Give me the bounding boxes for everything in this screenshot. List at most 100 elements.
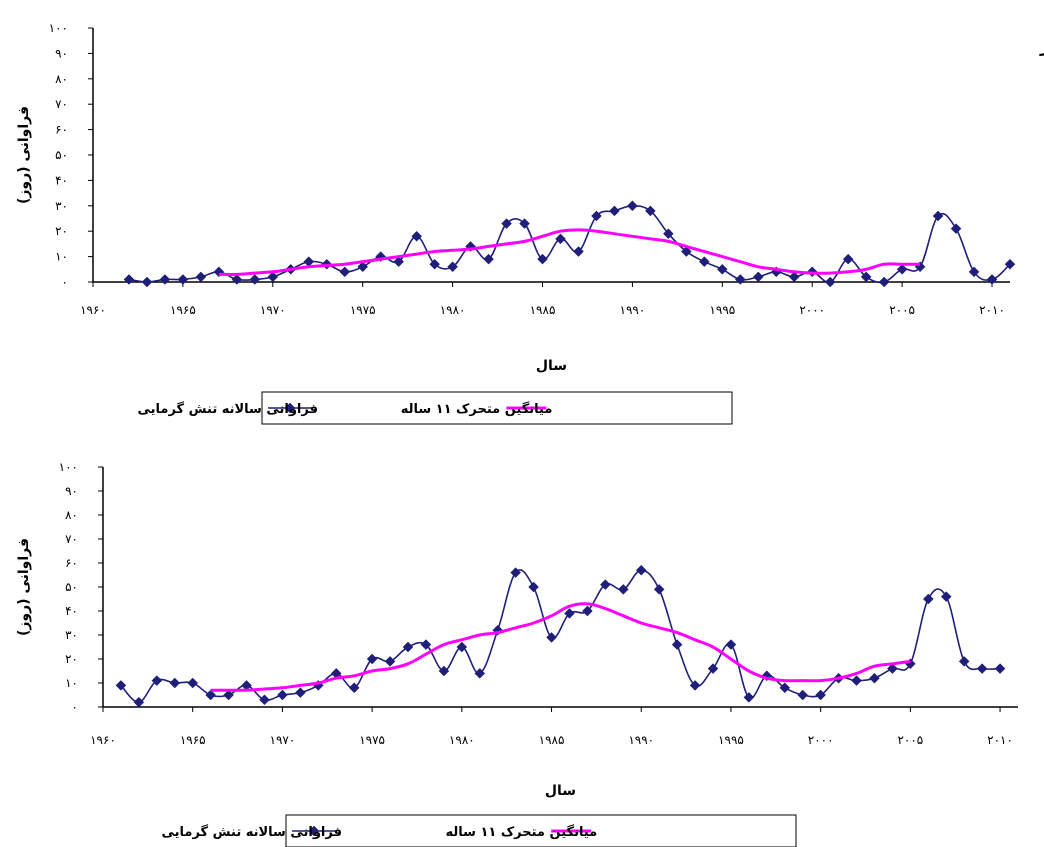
y-tick-label: ۸۰ xyxy=(65,508,78,522)
data-point xyxy=(277,689,288,701)
data-point xyxy=(555,233,566,245)
data-point xyxy=(627,200,638,212)
data-point xyxy=(725,639,737,650)
data-point xyxy=(187,677,199,689)
data-point xyxy=(115,680,127,691)
data-point xyxy=(420,639,432,650)
data-point xyxy=(141,276,153,288)
x-tick-label: ۲۰۰۰ xyxy=(808,733,834,747)
data-point xyxy=(635,564,647,576)
x-tick-label: ۱۹۶۰ xyxy=(80,303,106,317)
x-tick-label: ۱۹۹۰ xyxy=(628,733,654,747)
legend-label-annual: فراوانی سالانه تنش گرمایی xyxy=(162,824,343,840)
x-tick-label: ۱۹۷۵ xyxy=(359,733,385,747)
data-point xyxy=(842,253,854,265)
data-point xyxy=(159,274,171,285)
data-point xyxy=(878,276,890,288)
annual-frequency-line xyxy=(120,569,1001,703)
data-point xyxy=(734,274,746,285)
data-point xyxy=(259,694,270,706)
x-tick-label: ۱۹۷۰ xyxy=(270,733,296,747)
spring-chart: ۰ ۱۰ ۲۰ ۳۰ ۴۰ ۵۰ ۶۰ ۷۰ ۸۰ ۹۰ ۱۰۰ ۱۹۶۰ ۱۹۶۵ ۱۹۷۰ ۱۹۷۵ ۱۹… xyxy=(16,21,1044,425)
data-point xyxy=(976,663,988,674)
data-point xyxy=(797,689,809,701)
y-tick-label: ۵۰ xyxy=(65,580,78,594)
y-tick-label: ۱۰ xyxy=(55,250,68,264)
x-tick-label: ۲۰۱۰ xyxy=(979,303,1005,317)
x-tick-label: ۱۹۸۰ xyxy=(440,303,466,317)
data-point xyxy=(474,668,486,679)
data-point xyxy=(1004,258,1016,270)
data-point xyxy=(617,584,629,595)
y-tick-label: ۴۰ xyxy=(65,604,78,618)
data-point xyxy=(653,584,665,595)
data-point xyxy=(680,246,692,257)
data-point xyxy=(249,274,261,285)
data-point xyxy=(968,266,980,278)
data-point xyxy=(205,689,217,701)
data-point xyxy=(402,641,414,653)
data-point xyxy=(940,591,952,602)
data-point xyxy=(177,274,189,285)
data-point xyxy=(582,605,593,617)
data-point xyxy=(707,663,719,674)
x-tick-label: ۱۹۹۰ xyxy=(620,303,646,317)
legend-label-annual: فراوانی سالانه تنش گرمایی xyxy=(138,401,319,417)
x-tick-label: ۲۰۰۰ xyxy=(799,303,825,317)
data-point xyxy=(195,271,207,283)
x-tick-label: ۱۹۸۵ xyxy=(539,733,565,747)
y-tick-label: ۷۰ xyxy=(65,532,78,546)
chart-title: الف) بهار xyxy=(1039,37,1044,57)
data-point xyxy=(456,641,468,653)
y-tick-label: ۴۰ xyxy=(55,173,68,187)
data-point xyxy=(815,689,827,701)
data-point xyxy=(501,218,512,229)
data-point xyxy=(743,692,755,703)
data-point xyxy=(779,682,791,694)
data-point xyxy=(223,689,234,701)
y-tick-label: ۷۰ xyxy=(55,97,68,111)
legend: فراوانی سالانه تنش گرمایی میانگین متحرک ۱… xyxy=(162,814,797,847)
data-point xyxy=(294,687,306,698)
data-point xyxy=(357,261,369,273)
data-point xyxy=(860,271,872,283)
x-tick-label: ۱۹۷۵ xyxy=(350,303,376,317)
data-point xyxy=(123,274,135,285)
moving-average-line xyxy=(218,228,921,276)
y-tick-label: ۶۰ xyxy=(65,556,78,570)
data-point xyxy=(599,579,611,590)
legend: فراوانی سالانه تنش گرمایی میانگین متحرک ۱… xyxy=(138,391,733,425)
x-tick-label: ۱۹۸۵ xyxy=(530,303,556,317)
y-tick-label: ۹۰ xyxy=(65,484,78,498)
x-tick-label: ۲۰۰۵ xyxy=(897,733,923,747)
y-tick-label: ۰ xyxy=(62,275,68,289)
y-tick-label: ۱۰۰ xyxy=(59,460,78,474)
y-tick-label: ۹۰ xyxy=(55,46,68,60)
legend-label-moving-average: میانگین متحرک ۱۱ ساله xyxy=(401,401,553,417)
data-point xyxy=(384,656,396,667)
x-tick-label: ۲۰۰۵ xyxy=(889,303,915,317)
data-point xyxy=(537,253,548,265)
data-point xyxy=(887,663,898,674)
data-point xyxy=(591,210,602,222)
data-point xyxy=(932,210,944,222)
x-axis-label: سال xyxy=(536,358,567,374)
data-point xyxy=(950,223,962,235)
moving-average-line xyxy=(210,602,911,692)
data-point xyxy=(366,653,378,665)
data-point xyxy=(824,276,836,288)
data-point xyxy=(483,253,494,265)
data-point xyxy=(869,672,880,684)
data-point xyxy=(904,658,916,670)
x-tick-label: ۱۹۹۵ xyxy=(718,733,744,747)
data-point xyxy=(528,581,539,593)
y-tick-label: ۶۰ xyxy=(55,123,68,137)
data-point xyxy=(716,263,728,275)
data-point xyxy=(698,256,710,268)
data-point xyxy=(671,639,683,650)
data-point xyxy=(609,205,620,217)
data-point xyxy=(752,271,764,283)
y-tick-label: ۰ xyxy=(72,700,78,714)
x-tick-label: ۱۹۶۵ xyxy=(180,733,206,747)
